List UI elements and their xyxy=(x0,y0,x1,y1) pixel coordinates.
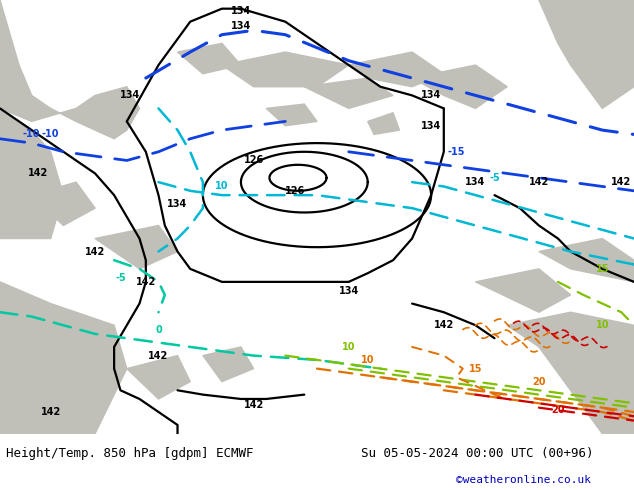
Polygon shape xyxy=(0,0,139,139)
Polygon shape xyxy=(95,225,178,269)
Polygon shape xyxy=(32,182,95,225)
Text: 134: 134 xyxy=(231,6,251,16)
Text: 10: 10 xyxy=(342,342,356,352)
Polygon shape xyxy=(507,312,634,434)
Polygon shape xyxy=(0,108,63,239)
Text: 134: 134 xyxy=(421,90,441,100)
Text: 134: 134 xyxy=(339,286,359,295)
Polygon shape xyxy=(266,104,317,126)
Text: 142: 142 xyxy=(28,169,48,178)
Text: 15: 15 xyxy=(469,364,482,373)
Polygon shape xyxy=(539,239,634,282)
Text: ©weatheronline.co.uk: ©weatheronline.co.uk xyxy=(456,475,592,485)
Text: 15: 15 xyxy=(595,264,609,274)
Polygon shape xyxy=(127,356,190,399)
Text: 134: 134 xyxy=(120,90,140,100)
Text: 142: 142 xyxy=(85,246,105,257)
Text: 142: 142 xyxy=(611,177,631,187)
Text: 142: 142 xyxy=(41,407,61,417)
Text: 142: 142 xyxy=(529,177,549,187)
Text: 10: 10 xyxy=(361,355,375,365)
Text: -5: -5 xyxy=(115,272,126,283)
Text: -10: -10 xyxy=(42,129,60,140)
Text: 134: 134 xyxy=(421,121,441,131)
Text: -10: -10 xyxy=(23,129,41,140)
Polygon shape xyxy=(222,52,349,87)
Text: 134: 134 xyxy=(167,199,188,209)
Polygon shape xyxy=(412,65,507,108)
Polygon shape xyxy=(368,113,399,134)
Text: 142: 142 xyxy=(136,277,156,287)
Text: 10: 10 xyxy=(595,320,609,330)
Text: 126: 126 xyxy=(285,186,305,196)
Text: 142: 142 xyxy=(434,320,454,330)
Text: 20: 20 xyxy=(532,377,546,387)
Text: 20: 20 xyxy=(551,405,565,415)
Polygon shape xyxy=(539,0,634,108)
Text: -5: -5 xyxy=(489,173,500,183)
Text: 126: 126 xyxy=(243,155,264,166)
Text: 0: 0 xyxy=(155,324,162,335)
Polygon shape xyxy=(0,282,127,434)
Text: -15: -15 xyxy=(448,147,465,157)
Text: 10: 10 xyxy=(215,181,229,192)
Text: 142: 142 xyxy=(243,400,264,411)
Text: 142: 142 xyxy=(148,350,169,361)
Polygon shape xyxy=(203,347,254,382)
Polygon shape xyxy=(349,52,444,87)
Polygon shape xyxy=(476,269,571,312)
Text: Su 05-05-2024 00:00 UTC (00+96): Su 05-05-2024 00:00 UTC (00+96) xyxy=(361,447,594,460)
Text: 134: 134 xyxy=(231,21,251,31)
Polygon shape xyxy=(178,43,241,74)
Text: 134: 134 xyxy=(465,177,486,187)
Polygon shape xyxy=(304,78,393,108)
Text: Height/Temp. 850 hPa [gdpm] ECMWF: Height/Temp. 850 hPa [gdpm] ECMWF xyxy=(6,447,254,460)
